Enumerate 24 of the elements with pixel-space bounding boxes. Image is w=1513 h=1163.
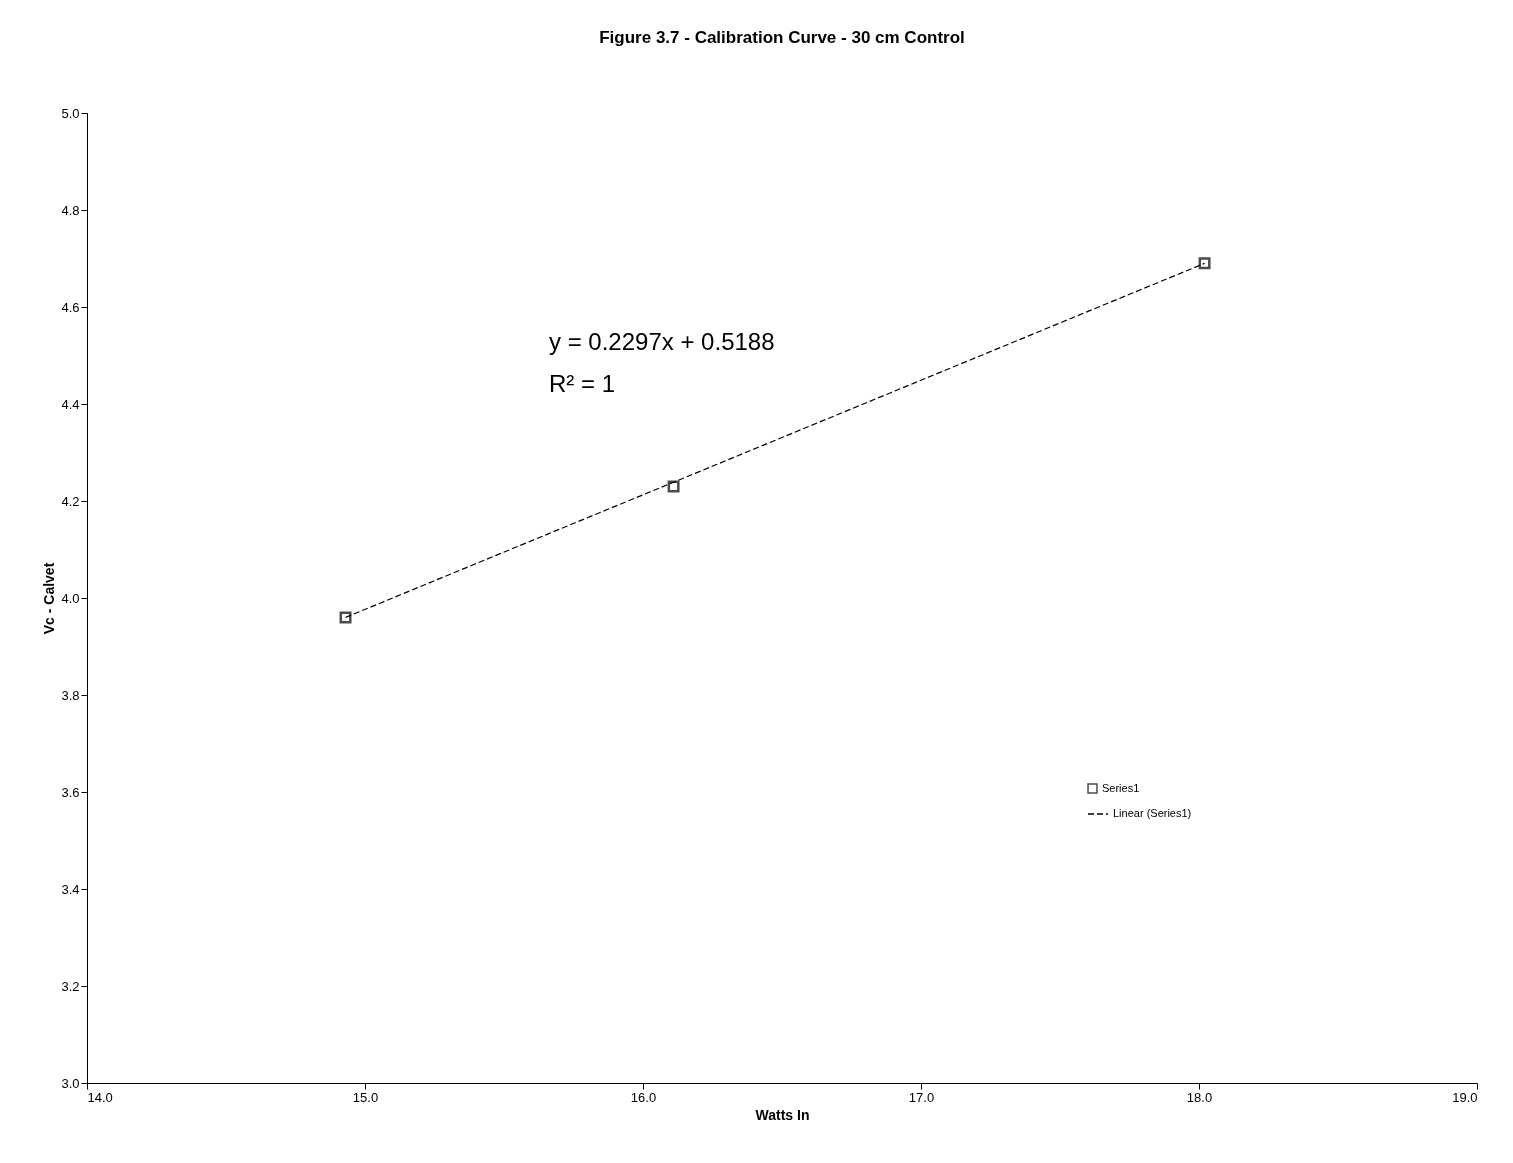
x-tick-label: 17.0 — [908, 1089, 935, 1105]
y-tick-label: 3.4 — [61, 881, 80, 897]
annotation: y = 0.2297x + 0.5188 — [549, 328, 775, 355]
legend-label: Series1 — [1102, 781, 1140, 794]
y-tick-label: 4.4 — [61, 396, 80, 412]
x-axis-title: Watts In — [755, 1106, 810, 1123]
x-tick-label: 15.0 — [352, 1089, 379, 1105]
y-tick-label: 3.0 — [61, 1075, 80, 1091]
y-tick-label: 3.6 — [61, 784, 80, 800]
y-axis-title: Vc - Calvet — [41, 562, 58, 635]
y-tick-label: 4.6 — [61, 299, 80, 315]
x-tick-label: 14.0 — [87, 1089, 113, 1105]
y-tick-label: 4.8 — [61, 202, 80, 218]
x-tick-label: 19.0 — [1452, 1089, 1478, 1105]
y-tick-label: 3.8 — [61, 687, 80, 703]
y-tick-label: 3.2 — [61, 978, 80, 994]
annotation: R² = 1 — [549, 370, 616, 397]
y-tick-label: 4.2 — [61, 493, 80, 509]
y-tick-label: 4.0 — [61, 590, 80, 606]
y-tick-label: 5.0 — [61, 105, 80, 121]
x-tick-label: 18.0 — [1186, 1089, 1213, 1105]
chart-title: Figure 3.7 - Calibration Curve - 30 cm Control — [599, 28, 965, 47]
legend-label: Linear (Series1) — [1113, 807, 1192, 819]
x-tick-label: 16.0 — [630, 1089, 657, 1105]
